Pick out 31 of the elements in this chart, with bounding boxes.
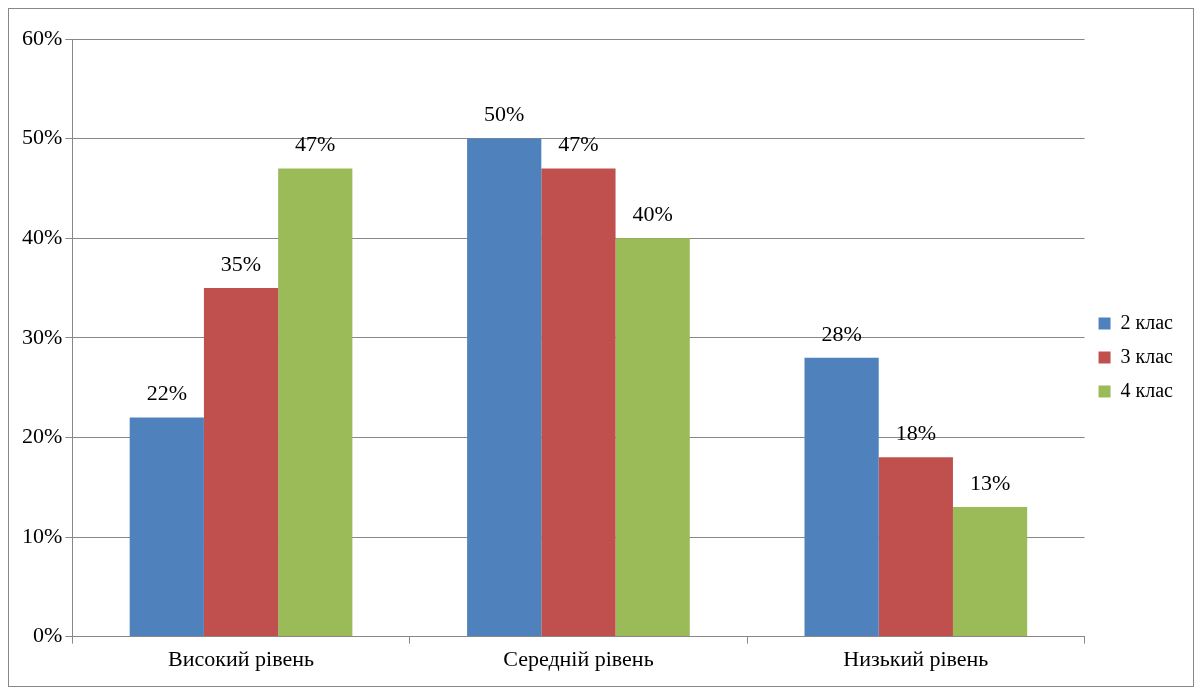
data-label: 47% <box>558 131 599 157</box>
x-tick-label: Високий рівень <box>168 645 314 671</box>
data-label: 28% <box>821 320 862 346</box>
data-label: 40% <box>632 200 673 226</box>
legend-label: 2 клас <box>1120 310 1174 333</box>
data-label: 13% <box>969 469 1011 495</box>
y-tick-label: 20% <box>22 423 63 449</box>
bar <box>804 357 879 637</box>
y-tick-label: 60% <box>22 24 63 50</box>
bar <box>203 288 279 637</box>
y-tick-label: 10% <box>22 522 63 548</box>
x-tick-label: Низький рівень <box>843 645 989 671</box>
data-label: 50% <box>484 101 525 127</box>
y-tick-label: 50% <box>22 124 63 150</box>
legend-label: 4 клас <box>1120 378 1174 401</box>
bar <box>878 457 953 637</box>
data-label: 47% <box>295 131 336 157</box>
data-label: 18% <box>895 420 937 446</box>
data-label: 35% <box>220 250 262 276</box>
y-tick-label: 30% <box>22 323 63 349</box>
legend-label: 3 клас <box>1120 344 1174 367</box>
x-tick-label: Середній рівень <box>503 645 654 671</box>
bar <box>129 417 204 637</box>
bar <box>615 238 690 637</box>
bar <box>467 138 542 637</box>
data-label: 22% <box>146 380 187 406</box>
bar <box>952 507 1028 637</box>
y-tick-label: 0% <box>33 622 63 648</box>
bar <box>541 168 616 637</box>
y-tick-label: 40% <box>22 223 63 249</box>
bar <box>278 168 353 637</box>
